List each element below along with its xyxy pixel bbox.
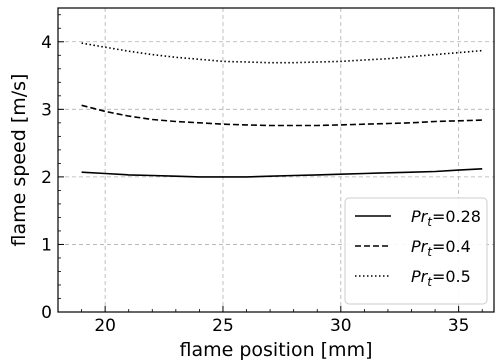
y-tick-label: 4: [41, 33, 52, 53]
y-axis-label: flame speed [m/s]: [8, 74, 30, 247]
series-line-dotted: [81, 42, 483, 64]
legend-symbol: Pr: [411, 207, 429, 226]
y-tick-label: 2: [41, 168, 52, 188]
legend-subscript: t: [427, 275, 433, 289]
legend-symbol: Pr: [411, 237, 429, 256]
x-tick-label: 20: [94, 316, 116, 336]
series-layer: [81, 42, 483, 178]
x-tick-label: 30: [330, 316, 352, 336]
legend-subscript: t: [427, 245, 433, 259]
legend-box: [344, 197, 488, 305]
plot-frame: [57, 7, 495, 313]
legend-subscript: t: [427, 215, 433, 229]
legend-value: =0.5: [432, 267, 471, 286]
legend-label: Prt=0.5: [411, 267, 471, 289]
legend-label: Prt=0.4: [411, 237, 471, 259]
legend-label: Prt=0.28: [411, 207, 481, 229]
x-tick-label: 35: [448, 316, 470, 336]
y-tick-label: 0: [41, 303, 52, 323]
legend-value: =0.28: [432, 207, 481, 226]
legend-value: =0.4: [432, 237, 471, 256]
legend-symbol: Pr: [411, 267, 429, 286]
x-tick-label: 25: [212, 316, 234, 336]
x-axis-label: flame position [mm]: [180, 339, 373, 361]
ticks: 20 25 30 35 0 1 2 3 4: [41, 14, 483, 336]
series-line-dashed: [81, 104, 483, 127]
series-line-solid: [81, 168, 483, 178]
y-tick-label: 3: [41, 100, 52, 120]
y-tick-label: 1: [41, 235, 52, 255]
